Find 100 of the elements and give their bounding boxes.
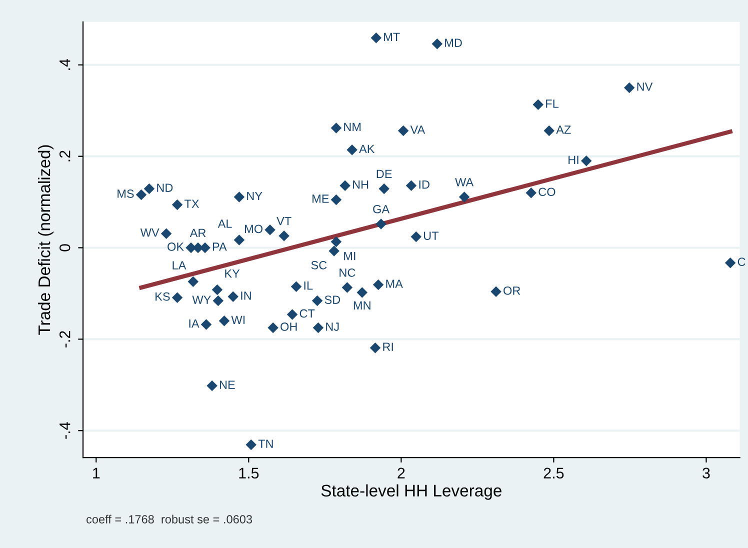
data-label: TX	[184, 200, 200, 208]
x-tick-label: 1	[93, 468, 100, 478]
point	[206, 380, 218, 392]
data-label: MO	[245, 224, 263, 234]
x-tick-label: 3	[702, 468, 710, 479]
data-label: NE	[220, 380, 235, 389]
data-label: MS	[118, 190, 134, 198]
data-label: VA	[410, 126, 426, 134]
point	[398, 125, 409, 136]
point	[372, 279, 384, 290]
data-label: NV	[637, 82, 653, 91]
data-label: ND	[157, 184, 173, 192]
y-tick-label: .2	[59, 150, 70, 162]
point	[378, 183, 390, 194]
point	[346, 144, 358, 156]
point	[370, 32, 382, 44]
point	[356, 287, 368, 298]
data-label: GA	[373, 204, 390, 214]
data-label: ID	[419, 180, 430, 189]
point	[172, 292, 183, 303]
data-label: SD	[324, 296, 340, 304]
x-tick-label: 1.5	[239, 468, 259, 479]
data-label: WI	[231, 316, 245, 324]
data-label: MA	[386, 280, 403, 288]
y-axis-title: Trade Deficit (normalized)	[38, 145, 54, 335]
point	[330, 236, 342, 248]
data-label: NM	[344, 122, 361, 132]
point	[370, 342, 381, 354]
data-label: OK	[168, 242, 184, 251]
data-label: PA	[212, 242, 227, 251]
data-label: VT	[276, 216, 292, 226]
data-label: HI	[568, 156, 578, 164]
point	[376, 218, 386, 230]
point	[580, 156, 592, 166]
x-axis-title: State-level HH Leverage	[321, 484, 502, 500]
data-label: TN	[258, 440, 273, 448]
point	[724, 257, 736, 268]
data-label: AK	[359, 144, 375, 153]
point	[188, 276, 199, 287]
point	[268, 322, 278, 334]
data-label: C	[738, 258, 746, 266]
x-tick-label: 2	[398, 468, 405, 478]
data-label: UT	[424, 232, 439, 240]
point	[406, 180, 417, 191]
data-label: KY	[225, 270, 240, 278]
point	[330, 122, 342, 134]
point	[340, 180, 350, 191]
point	[328, 246, 340, 256]
data-label: AL	[218, 220, 232, 228]
y-tick-label: .4	[60, 58, 70, 70]
point	[144, 183, 155, 194]
point	[278, 230, 290, 242]
y-tick-label: -.2	[59, 331, 70, 348]
data-label: DE	[376, 170, 392, 178]
x-tick-label: 2.5	[544, 468, 564, 479]
y-tick-label: -.4	[60, 422, 70, 439]
point	[264, 224, 276, 236]
data-label: MN	[354, 301, 370, 310]
data-label: NJ	[326, 322, 339, 331]
point	[228, 291, 238, 302]
point	[312, 295, 323, 306]
point	[172, 199, 183, 210]
y-tick-label: 0	[59, 244, 70, 252]
point	[234, 192, 245, 202]
data-label: KS	[156, 292, 170, 301]
data-label: OR	[504, 286, 520, 295]
data-label: MI	[344, 252, 356, 260]
point	[290, 281, 302, 292]
point	[234, 234, 245, 246]
data-label: OH	[280, 322, 297, 331]
data-label: LA	[172, 261, 186, 270]
point	[212, 295, 224, 306]
point	[200, 319, 212, 330]
point	[246, 439, 256, 450]
point	[624, 82, 635, 94]
data-label: MT	[384, 32, 400, 41]
point	[330, 194, 342, 206]
point	[312, 322, 324, 334]
data-label: NC	[340, 268, 356, 277]
data-label: IA	[189, 319, 200, 328]
data-label: AZ	[556, 126, 571, 134]
point	[410, 231, 422, 242]
point	[532, 99, 544, 110]
data-label: NH	[352, 180, 368, 189]
point	[286, 309, 298, 320]
data-label: CO	[538, 188, 556, 196]
data-label: WV	[140, 228, 160, 237]
text: coeff = .1768 robust se = .0603	[86, 514, 252, 524]
data-label: AR	[190, 228, 206, 237]
point	[544, 125, 555, 136]
data-label: FL	[546, 100, 558, 108]
data-label: NY	[247, 192, 262, 200]
point	[136, 189, 147, 200]
data-label: WA	[455, 178, 474, 186]
data-label: CT	[300, 309, 315, 318]
point	[342, 282, 353, 293]
data-label: WY	[192, 296, 211, 304]
data-label: MD	[445, 38, 462, 47]
data-label: RI	[383, 342, 393, 351]
point	[160, 228, 172, 239]
